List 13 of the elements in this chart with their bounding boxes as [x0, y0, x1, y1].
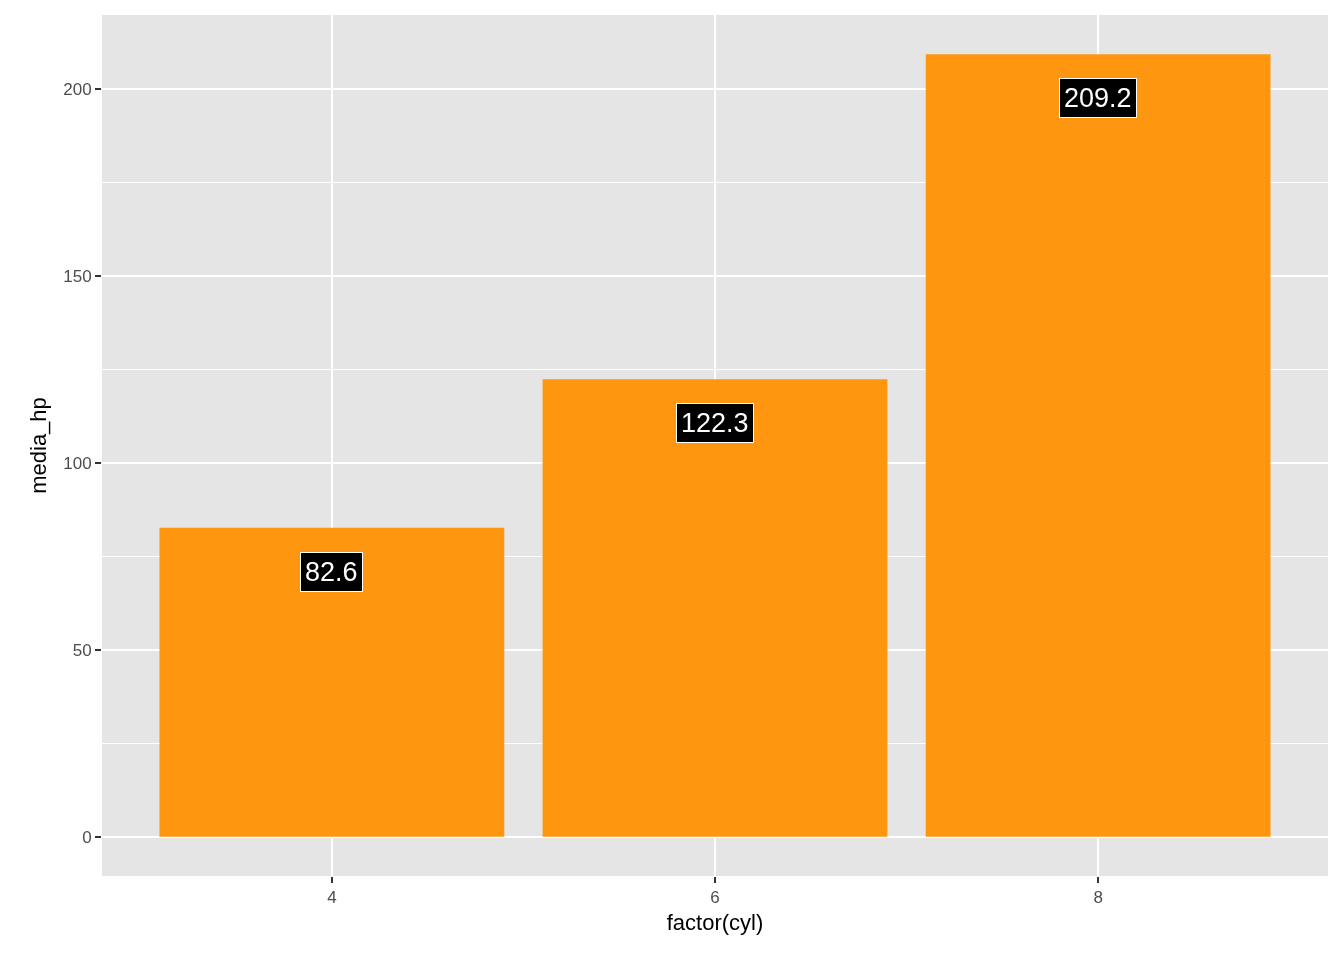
y-tick-label: 150: [63, 266, 92, 286]
x-tick-label: 4: [327, 888, 337, 908]
y-tick-label: 0: [82, 827, 92, 847]
y-tick-label: 200: [63, 79, 92, 99]
x-tick-label: 6: [710, 888, 720, 908]
data-label: 209.2: [1064, 83, 1132, 113]
y-tick-label: 100: [63, 453, 92, 473]
y-tick-label: 50: [72, 640, 92, 660]
x-tick-label: 8: [1093, 888, 1103, 908]
x-axis-title: factor(cyl): [666, 910, 764, 936]
y-axis-title: media_hp: [26, 397, 52, 494]
data-label: 122.3: [681, 408, 749, 438]
data-label: 82.6: [305, 557, 358, 587]
